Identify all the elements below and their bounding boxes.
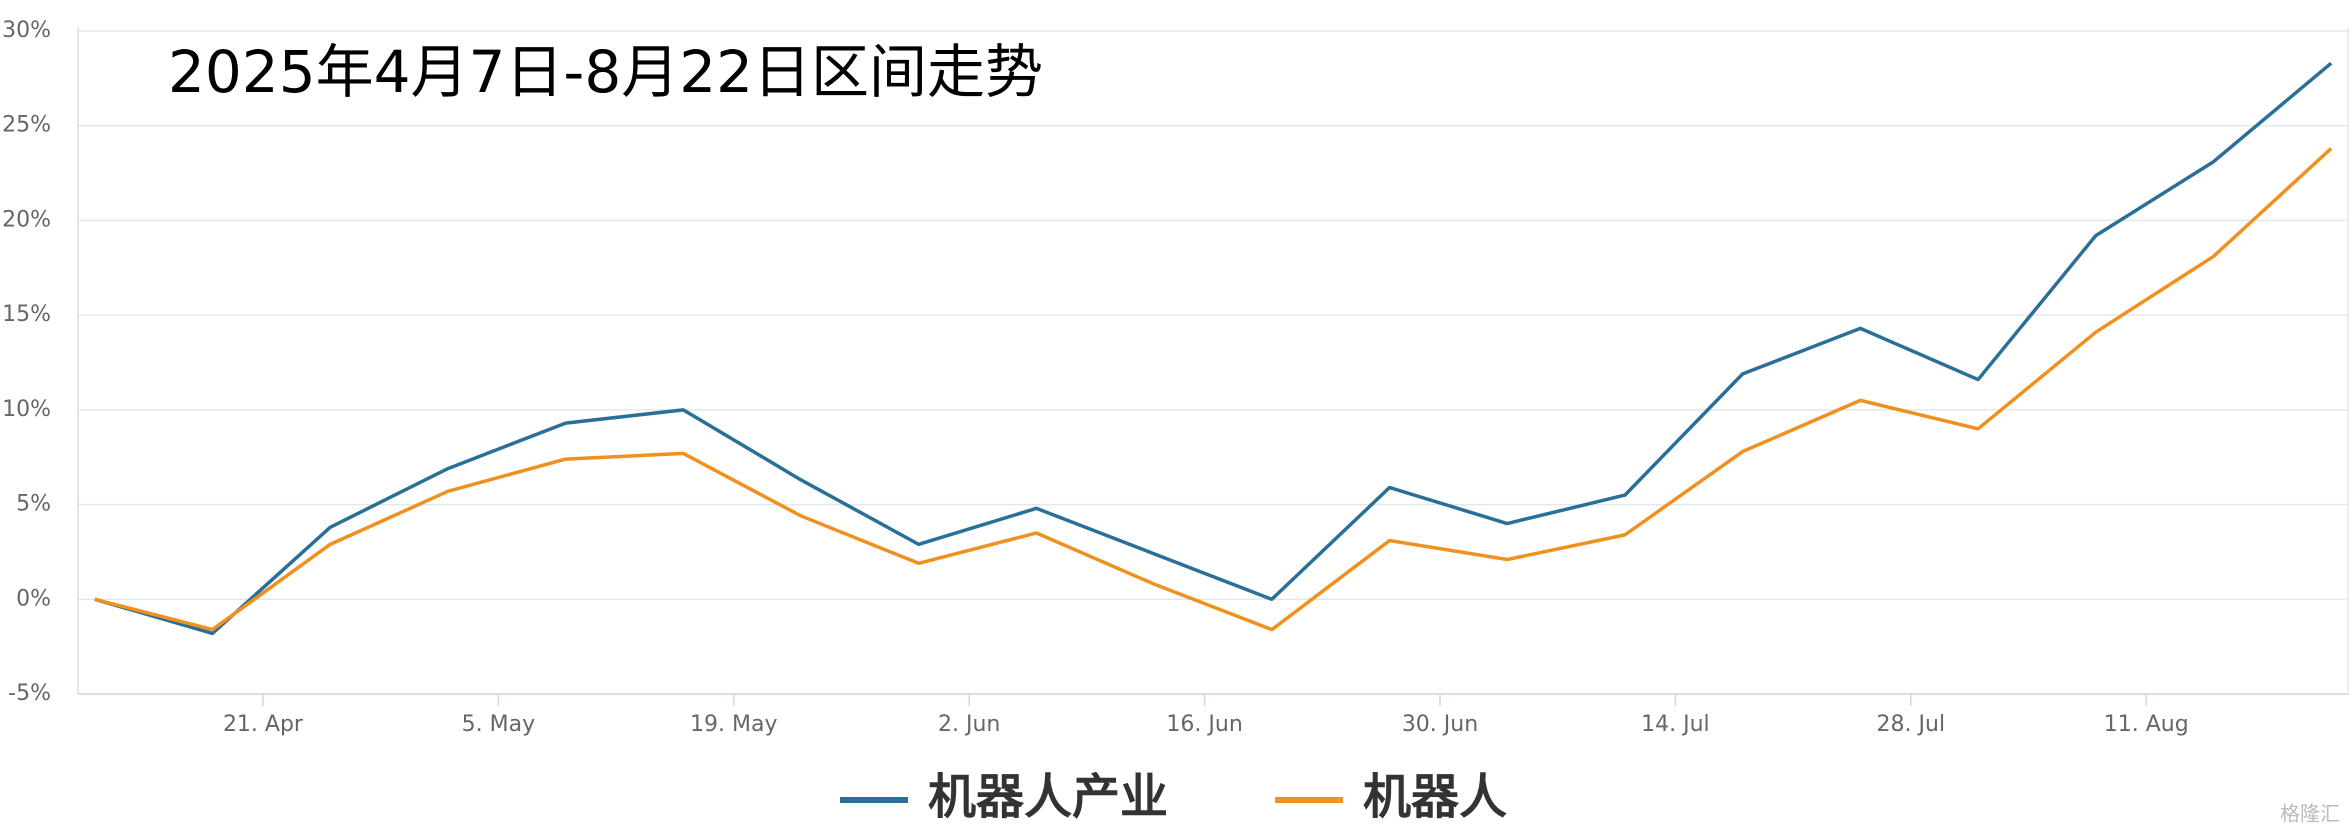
x-tick-label: 5. May <box>462 712 535 737</box>
y-tick-label: 10% <box>2 397 51 422</box>
series-line <box>94 61 2333 636</box>
x-tick-label: 21. Apr <box>223 712 304 737</box>
chart-title: 2025年4月7日-8月22日区间走势 <box>168 38 1043 106</box>
x-tick-label: 28. Jul <box>1877 712 1946 737</box>
y-tick-label: 5% <box>16 492 51 517</box>
x-tick-label: 19. May <box>690 712 777 737</box>
x-tick-label: 16. Jun <box>1166 712 1242 737</box>
legend-label: 机器人 <box>1363 769 1507 825</box>
x-tick-label: 14. Jul <box>1641 712 1710 737</box>
x-tick-label: 30. Jun <box>1402 712 1478 737</box>
watermark: 格隆汇 <box>2280 802 2340 826</box>
y-tick-label: 15% <box>2 302 51 327</box>
y-tick-label: -5% <box>8 681 51 706</box>
y-tick-label: 0% <box>16 586 51 611</box>
x-tick-label: 2. Jun <box>938 712 1000 737</box>
y-tick-label: 30% <box>2 18 51 43</box>
x-tick-label: 11. Aug <box>2104 712 2189 737</box>
legend-label: 机器人产业 <box>928 769 1168 825</box>
y-tick-label: 25% <box>2 113 51 138</box>
y-tick-label: 20% <box>2 207 51 232</box>
series-line <box>94 147 2333 632</box>
